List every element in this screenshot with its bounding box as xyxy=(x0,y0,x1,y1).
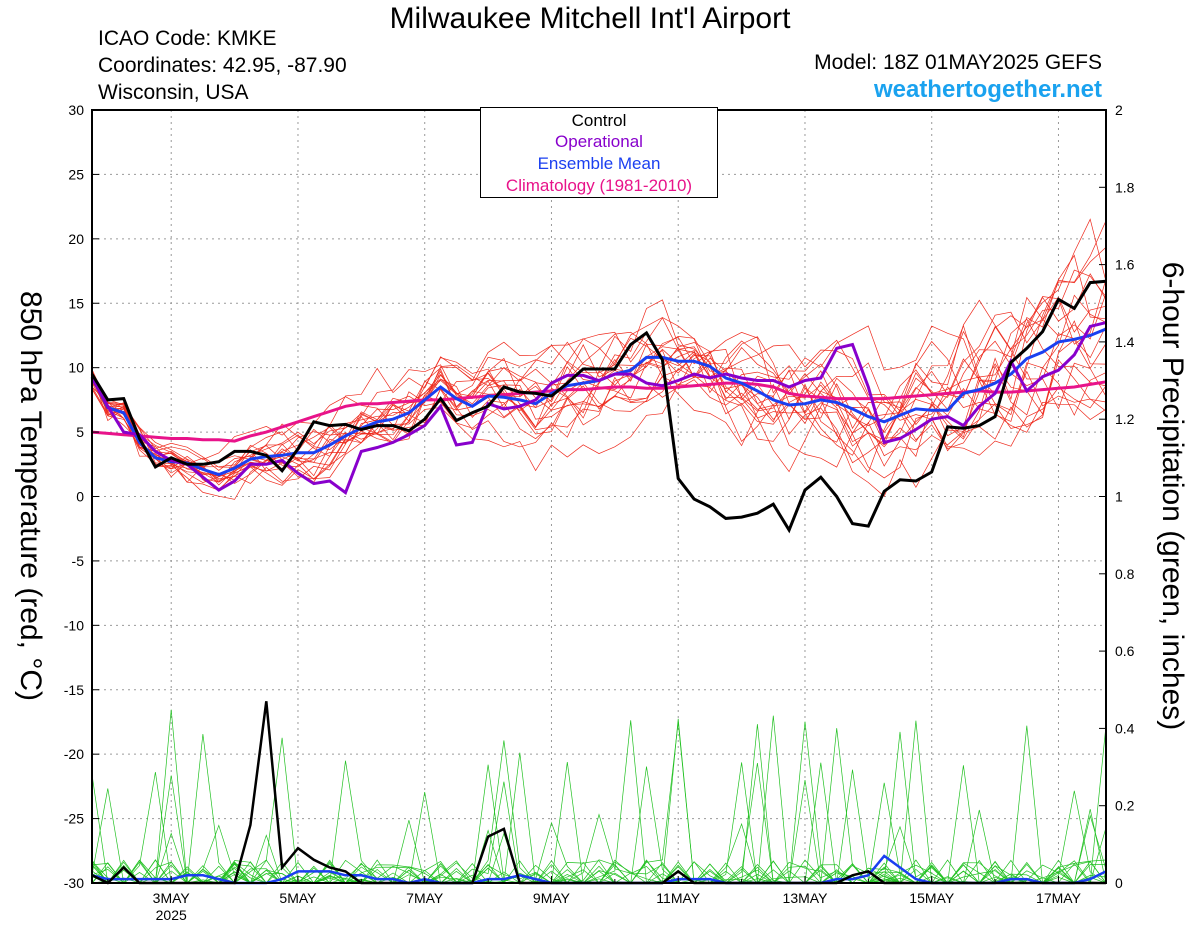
right-tick-label: 0.6 xyxy=(1115,643,1135,659)
climatology-line xyxy=(91,380,1107,443)
ensemble-member-precip-line xyxy=(92,724,1106,884)
left-tick-label: 5 xyxy=(76,424,84,440)
ensemble-member-line xyxy=(91,254,1107,476)
grid-lines xyxy=(92,110,1106,883)
legend-entry-climatology: Climatology (1981-2010) xyxy=(505,176,693,195)
x-tick-label: 17MAY xyxy=(1036,890,1082,906)
model-run: Model: 18Z 01MAY2025 GEFS xyxy=(814,51,1102,74)
coordinates: Coordinates: 42.95, -87.90 xyxy=(98,54,347,77)
y-axis-label-left: 850 hPa Temperature (red, °C) xyxy=(14,291,47,701)
website-link[interactable]: weathertogether.net xyxy=(873,76,1102,103)
legend: Control Operational Ensemble Mean Climat… xyxy=(480,107,718,198)
icao-code: ICAO Code: KMKE xyxy=(98,27,277,50)
x-tick-label: 11MAY xyxy=(656,890,700,906)
left-tick-label: 10 xyxy=(68,360,84,376)
ensemble-member-line xyxy=(91,320,1107,472)
legend-entry-operational: Operational xyxy=(555,132,643,151)
legend-entry-ensemble-mean: Ensemble Mean xyxy=(537,154,661,173)
x-tick-label: 5MAY xyxy=(279,890,317,906)
left-tick-label: 15 xyxy=(68,295,84,311)
operational-line xyxy=(90,321,1107,495)
control-line xyxy=(90,279,1107,534)
plot-frame xyxy=(91,109,1107,884)
x-tick-label: 9MAY xyxy=(533,890,571,906)
precip-control-line xyxy=(91,701,1106,885)
ensemble-member-line xyxy=(91,325,1107,480)
y-axis-label-right: 6-hour Precipitation (green, inches) xyxy=(1156,261,1189,731)
ensemble-member-precip-line xyxy=(91,752,1107,884)
ensemble-member-precip-line xyxy=(92,762,1107,884)
ensemble-member-line xyxy=(91,325,1107,477)
x-tick-label: 13MAY xyxy=(783,890,829,906)
page-title: Milwaukee Mitchell Int'l Airport xyxy=(389,2,791,35)
left-tick-label: -5 xyxy=(72,553,85,569)
left-tick-label: 0 xyxy=(76,489,84,505)
ensemble-member-precip-line xyxy=(91,809,1107,884)
right-tick-label: 0.8 xyxy=(1115,566,1135,582)
ensemble-member-line xyxy=(91,293,1107,486)
ensemble-member-precip-line xyxy=(91,718,1107,884)
left-tick-label: -10 xyxy=(64,617,84,633)
left-tick-label: -15 xyxy=(64,682,84,698)
ensemble-member-line xyxy=(91,342,1107,477)
left-tick-label: -30 xyxy=(64,875,84,891)
ensemble-member-precip-line xyxy=(91,715,1107,884)
ensemble-member-line xyxy=(91,331,1107,497)
left-tick-label: -25 xyxy=(64,811,84,827)
right-tick-label: 0 xyxy=(1115,875,1123,891)
ensemble-member-precip-line xyxy=(91,720,1107,884)
right-tick-label: 0.2 xyxy=(1115,798,1135,814)
left-tick-label: 25 xyxy=(68,166,84,182)
axis-ticks: 302520151050-5-10-15-20-25-3021.81.61.41… xyxy=(64,102,1135,923)
right-tick-label: 1.4 xyxy=(1115,334,1135,350)
left-tick-label: 20 xyxy=(68,231,84,247)
right-tick-label: 2 xyxy=(1115,102,1123,118)
legend-entry-control: Control xyxy=(571,111,627,130)
location: Wisconsin, USA xyxy=(98,81,249,104)
x-tick-label: 7MAY xyxy=(406,890,444,906)
x-tick-label: 3MAY xyxy=(153,890,191,906)
right-tick-label: 1.6 xyxy=(1115,257,1135,273)
ensemble-member-line xyxy=(91,218,1107,471)
ensemble-member-line xyxy=(91,318,1107,483)
right-tick-label: 0.4 xyxy=(1115,720,1135,736)
ensemble-member-temperature-lines xyxy=(91,218,1107,500)
right-tick-label: 1.2 xyxy=(1115,411,1135,427)
right-tick-label: 1 xyxy=(1115,489,1123,505)
ensemble-member-line xyxy=(91,220,1107,468)
x-year-label: 2025 xyxy=(156,907,187,923)
ensemble-member-precip-line xyxy=(92,709,1106,884)
ensemble-member-precip-lines xyxy=(91,709,1107,884)
left-tick-label: 30 xyxy=(68,102,84,118)
right-tick-label: 1.8 xyxy=(1115,179,1135,195)
x-tick-label: 15MAY xyxy=(909,890,955,906)
left-tick-label: -20 xyxy=(64,746,84,762)
